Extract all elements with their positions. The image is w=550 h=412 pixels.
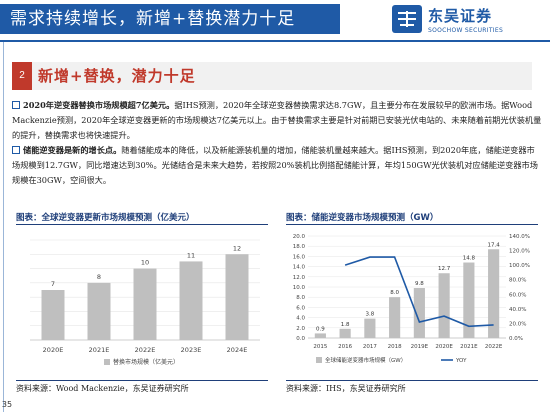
legend-label-bars: 全球储能逆变器市场规模（GW） [325, 356, 406, 364]
x-tick-label: 2019E [411, 344, 429, 350]
company-logo: 东吴证券 SOOCHOW SECURITIES [392, 4, 542, 34]
data-label: 7 [51, 280, 55, 288]
y-tick-label-left: 20.0 [293, 234, 306, 240]
figure-1-caption: 全球逆变器更新市场规模预测（亿美元） [41, 213, 195, 223]
y-tick-label-left: 8.0 [296, 295, 305, 301]
section-number: 2 [12, 62, 32, 90]
x-tick-label: 2021E [460, 344, 478, 350]
bar [364, 318, 376, 338]
y-tick-label-right: 120.0% [509, 249, 530, 255]
legend-swatch-bars [316, 357, 322, 363]
paragraph-text: 据IHS预测，2020年全球逆变器替换需求达8.7GW，且主要分布在发展较早的欧… [12, 100, 542, 140]
y-tick-label-left: 0.0 [296, 336, 305, 342]
data-label: 3.8 [366, 312, 375, 318]
y-tick-label-left: 4.0 [296, 316, 305, 322]
bar [438, 273, 450, 338]
bar [339, 328, 351, 338]
bar [413, 288, 425, 338]
section-title: 新增+替换，潜力十足 [38, 67, 196, 85]
y-tick-label-left: 10.0 [293, 285, 306, 291]
bar [488, 249, 500, 338]
data-label: 1.8 [341, 322, 350, 328]
yoy-line [344, 256, 494, 328]
figure-2-source: 资料来源：IHS，东吴证券研究所 [286, 384, 406, 393]
y-tick-label-right: 100.0% [509, 263, 530, 269]
figure-2-source-rule [286, 380, 538, 381]
bar [389, 297, 401, 338]
section-header: 2 新增+替换，潜力十足 [12, 62, 532, 90]
body-text: 2020年逆变器替换市场规模超7亿美元。据IHS预测，2020年全球逆变器替换需… [12, 98, 542, 188]
y-tick-label-left: 14.0 [293, 265, 306, 271]
data-label: 8.0 [390, 290, 399, 296]
y-tick-label-left: 18.0 [293, 244, 306, 250]
header-bar: 需求持续增长，新增+替换潜力十足 东吴证券 SOOCHOW SECURITIES [0, 0, 550, 42]
y-tick-label-left: 12.0 [293, 275, 306, 281]
y-tick-label-right: 60.0% [509, 292, 526, 298]
logo-cn-text: 东吴证券 [428, 6, 493, 25]
y-tick-label-left: 16.0 [293, 254, 306, 260]
figure-1-source-rule [16, 380, 268, 381]
figure-2-rule [286, 224, 538, 225]
checkbox-bullet-icon [12, 101, 20, 109]
paragraph: 储能逆变器是新的增长点。随着储能成本的降低，以及新能源装机量的增加，储能装机量越… [12, 143, 542, 188]
paragraph-lead: 储能逆变器是新的增长点。 [23, 145, 122, 155]
x-tick-label: 2016 [338, 344, 352, 350]
figure-1-title: 图表：全球逆变器更新市场规模预测（亿美元） [16, 211, 195, 223]
y-tick-label-right: 140.0% [509, 234, 530, 240]
x-tick-label: 2022E [135, 346, 156, 354]
x-tick-label: 2022E [485, 344, 503, 350]
checkbox-bullet-icon [12, 146, 20, 154]
y-tick-label-right: 20.0% [509, 321, 526, 327]
figure-2-title: 图表：储能逆变器市场规模预测（GW） [286, 211, 438, 223]
page-title: 需求持续增长，新增+替换潜力十足 [0, 4, 340, 34]
data-label: 8 [97, 273, 101, 281]
header-rule [0, 40, 550, 42]
logo-en-text: SOOCHOW SECURITIES [428, 26, 504, 34]
data-label: 14.8 [463, 256, 476, 262]
x-tick-label: 2018 [388, 344, 402, 350]
figure-2-caption: 储能逆变器市场规模预测（GW） [311, 213, 439, 223]
legend-label: 替换市场规模（亿美元） [113, 358, 179, 366]
bar [87, 282, 111, 340]
logo-mark-icon [392, 5, 422, 33]
paragraph-text: 随着储能成本的降低，以及新能源装机量的增加，储能装机量越来越大。据IHS预测，到… [12, 145, 538, 185]
bar [463, 262, 475, 338]
x-tick-label: 2020E [43, 346, 64, 354]
figure-1-rule [16, 224, 268, 225]
data-label: 11 [187, 251, 195, 259]
y-tick-label-right: 0.0% [509, 336, 523, 342]
y-tick-label-left: 6.0 [296, 305, 305, 311]
bar [179, 261, 203, 340]
data-label: 0.9 [316, 326, 325, 332]
x-tick-label: 2020E [435, 344, 453, 350]
figure-1-label: 图表： [16, 213, 42, 223]
legend-swatch [104, 359, 110, 365]
x-tick-label: 2024E [227, 346, 248, 354]
x-tick-label: 2023E [181, 346, 202, 354]
bar [133, 268, 157, 340]
bar [225, 254, 249, 340]
paragraph-lead: 2020年逆变器替换市场规模超7亿美元。 [23, 100, 175, 110]
y-tick-label-right: 40.0% [509, 307, 526, 313]
x-tick-label: 2015 [313, 344, 327, 350]
data-label: 9.8 [415, 281, 424, 287]
replacement-market-chart: 7 2020E 8 2021E 10 2022E 11 2023E 12 2024E 替换市场规模（… [30, 239, 260, 366]
storage-inverter-chart: 0.0 2.0 4.0 6.0 8.0 10.0 12.0 14.0 16.0 18.0 20.0 0… [293, 234, 530, 364]
y-tick-label-right: 80.0% [509, 278, 526, 284]
x-tick-label: 2017 [363, 344, 377, 350]
y-tick-label-left: 2.0 [296, 326, 305, 332]
bar [314, 333, 326, 338]
side-rule [3, 42, 4, 412]
data-label: 12 [233, 244, 241, 252]
data-label: 10 [141, 259, 149, 267]
page-number: 35 [1, 400, 13, 409]
x-tick-label: 2021E [89, 346, 110, 354]
data-label: 17.4 [488, 242, 501, 248]
bar [41, 290, 65, 340]
paragraph: 2020年逆变器替换市场规模超7亿美元。据IHS预测，2020年全球逆变器替换需… [12, 98, 542, 143]
legend-label-line: YOY [455, 358, 467, 364]
data-label: 12.7 [438, 266, 451, 272]
figure-1-source: 资料来源：Wood Mackenzie，东吴证券研究所 [16, 384, 189, 393]
figure-2-label: 图表： [286, 213, 312, 223]
